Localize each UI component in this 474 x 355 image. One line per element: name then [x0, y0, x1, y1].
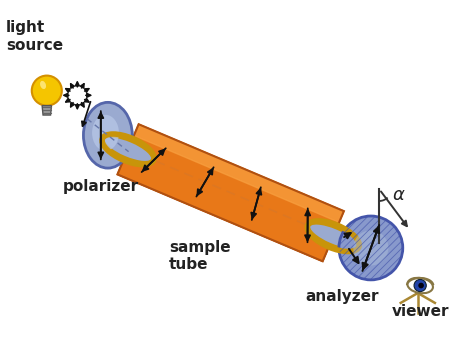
- Ellipse shape: [83, 102, 132, 168]
- Text: polarizer: polarizer: [63, 179, 139, 194]
- Ellipse shape: [353, 230, 388, 266]
- Polygon shape: [42, 106, 52, 115]
- Ellipse shape: [407, 278, 433, 293]
- Text: analyzer: analyzer: [305, 289, 379, 304]
- Polygon shape: [134, 124, 344, 223]
- Ellipse shape: [339, 216, 403, 280]
- Circle shape: [414, 279, 426, 291]
- Ellipse shape: [308, 223, 359, 250]
- Polygon shape: [118, 124, 344, 261]
- Text: light
source: light source: [6, 20, 63, 53]
- Text: viewer: viewer: [392, 304, 449, 319]
- Text: α: α: [392, 186, 404, 203]
- Circle shape: [32, 76, 62, 106]
- Ellipse shape: [103, 136, 154, 163]
- Polygon shape: [118, 163, 328, 261]
- Circle shape: [418, 283, 424, 288]
- Ellipse shape: [40, 81, 46, 89]
- Text: sample
tube: sample tube: [169, 240, 230, 272]
- Ellipse shape: [92, 115, 119, 151]
